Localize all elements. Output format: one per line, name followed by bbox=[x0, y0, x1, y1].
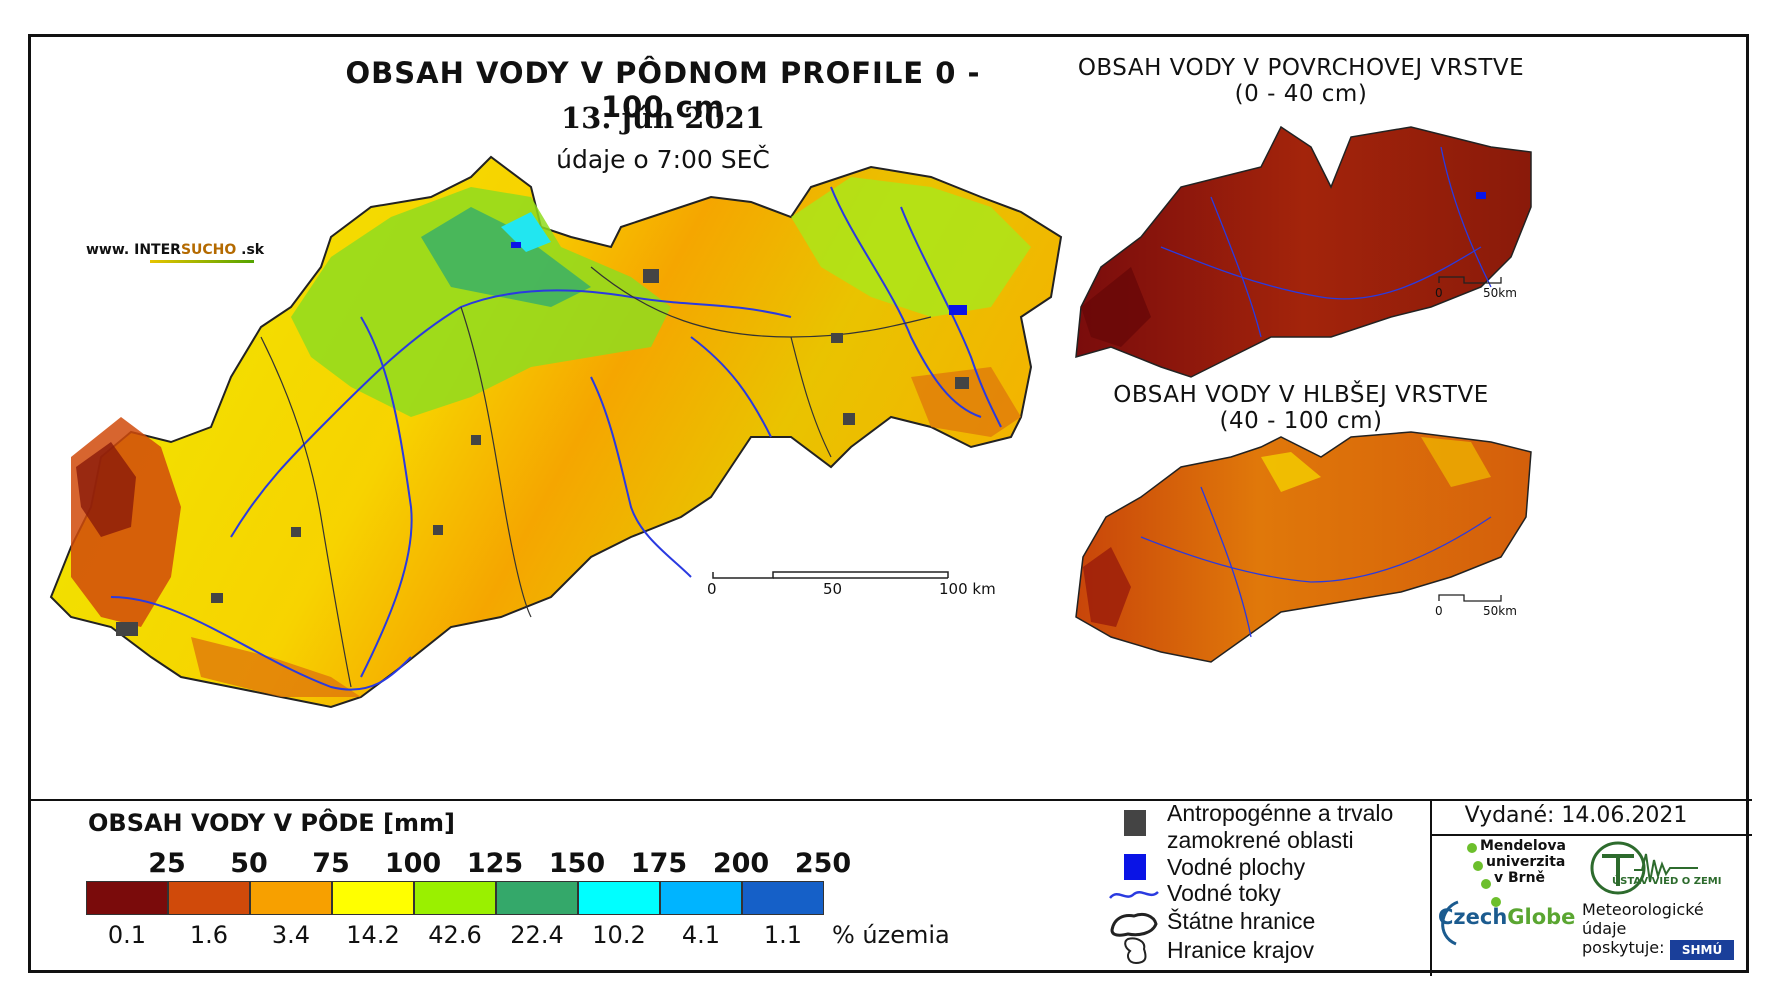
water-bodies-label: Vodné plochy bbox=[1167, 854, 1306, 880]
rivers-label: Vodné toky bbox=[1167, 880, 1281, 906]
water-bodies-symbol bbox=[1124, 854, 1146, 880]
legend-threshold: 25 bbox=[148, 848, 186, 879]
regional-border-symbol bbox=[1124, 937, 1147, 965]
legend-threshold: 50 bbox=[230, 848, 268, 879]
legend-percentage: 1.1 bbox=[763, 921, 803, 949]
met-line3: poskytuje: bbox=[1582, 938, 1665, 957]
website-prefix: www. bbox=[86, 242, 135, 258]
legend-percentage: 14.2 bbox=[346, 921, 400, 949]
state-border-label: Štátne hranice bbox=[1167, 908, 1316, 934]
legend-threshold: 75 bbox=[312, 848, 350, 879]
anthro-label-line2: zamokrené oblasti bbox=[1167, 827, 1354, 853]
legend-color-box bbox=[742, 881, 824, 915]
main-date: 13. jún 2021 bbox=[560, 101, 766, 135]
scale-top-0: 0 bbox=[1435, 286, 1443, 300]
legend-percentage: 1.6 bbox=[189, 921, 229, 949]
mendel-line3: v Brně bbox=[1494, 870, 1546, 886]
legend-percentage: 0.1 bbox=[107, 921, 147, 949]
legend-percentage: 3.4 bbox=[271, 921, 311, 949]
website-underline bbox=[150, 260, 254, 263]
website-label: www. INTERSUCHO .sk bbox=[86, 242, 265, 263]
scale-top-50: 50km bbox=[1483, 286, 1517, 300]
inset-top-title-line1: OBSAH VODY V POVRCHOVEJ VRSTVE bbox=[1077, 55, 1525, 81]
scale-bottom-50: 50km bbox=[1483, 604, 1517, 618]
legend-color-box bbox=[414, 881, 496, 915]
legend-threshold: 125 bbox=[466, 848, 524, 879]
scale-main-100: 100 km bbox=[939, 580, 996, 598]
scale-bottom-0: 0 bbox=[1435, 604, 1443, 618]
rivers-symbol bbox=[1109, 891, 1159, 899]
website-brand-a: INTER bbox=[134, 242, 181, 258]
czechglobe-arc-icon bbox=[1441, 900, 1459, 946]
legend-title: OBSAH VODY V PÔDE [mm] bbox=[88, 809, 456, 837]
uvz-logo-icon bbox=[1590, 841, 1698, 895]
legend-color-box bbox=[86, 881, 168, 915]
anthro-label-line1: Antropogénne a trvalo bbox=[1167, 800, 1394, 826]
legend-threshold: 175 bbox=[630, 848, 688, 879]
mendel-logo: Mendelova univerzita v Brně bbox=[1480, 838, 1566, 886]
map-frame: OBSAH VODY V PÔDNOM PROFILE 0 - 100 cm 1… bbox=[28, 34, 1752, 976]
issued-divider bbox=[1432, 834, 1752, 836]
scale-main-50: 50 bbox=[823, 580, 843, 598]
uvz-label: ÚSTAV VIED O ZEMI bbox=[1612, 876, 1722, 887]
regional-border-label: Hranice krajov bbox=[1167, 937, 1314, 963]
inset-map-bottom bbox=[1075, 431, 1532, 663]
met-line1: Meteorologické bbox=[1582, 900, 1704, 919]
map-area bbox=[31, 37, 1752, 799]
legend-threshold: 250 bbox=[794, 848, 852, 879]
maps-svg bbox=[49, 125, 1532, 709]
legend-color-box bbox=[578, 881, 660, 915]
legend-color-box bbox=[496, 881, 578, 915]
credits-divider bbox=[1430, 801, 1432, 976]
legend-color-box bbox=[168, 881, 250, 915]
legend-unit: % územia bbox=[832, 921, 950, 949]
inset-top-title: OBSAH VODY V POVRCHOVEJ VRSTVE (0 - 40 c… bbox=[1061, 55, 1541, 107]
met-line2: údaje bbox=[1582, 919, 1627, 938]
shmu-logo: SHMÚ bbox=[1670, 940, 1734, 960]
mendel-dots-icon bbox=[1467, 843, 1501, 907]
legend-threshold: 100 bbox=[384, 848, 442, 879]
legend-percentage: 22.4 bbox=[510, 921, 564, 949]
scale-main-0: 0 bbox=[707, 580, 717, 598]
inset-map-top bbox=[1075, 125, 1532, 378]
inset-top-title-line2: (0 - 40 cm) bbox=[1234, 81, 1368, 107]
inset-bottom-title-line1: OBSAH VODY V HLBŠEJ VRSTVE bbox=[1113, 382, 1489, 408]
state-border-symbol bbox=[1110, 912, 1158, 937]
main-scalebar bbox=[712, 571, 949, 579]
anthro-symbol bbox=[1124, 810, 1146, 836]
inset-bottom-title: OBSAH VODY V HLBŠEJ VRSTVE (40 - 100 cm) bbox=[1061, 382, 1541, 434]
website-brand-b: SUCHO bbox=[180, 242, 237, 258]
legend-color-box bbox=[250, 881, 332, 915]
inset-bottom-title-line2: (40 - 100 cm) bbox=[1219, 408, 1383, 434]
legend-threshold: 200 bbox=[712, 848, 770, 879]
legend-color-box bbox=[660, 881, 742, 915]
legend-threshold: 150 bbox=[548, 848, 606, 879]
main-title: OBSAH VODY V PÔDNOM PROFILE 0 - 100 cm bbox=[345, 56, 981, 124]
legend-percentage: 4.1 bbox=[681, 921, 721, 949]
met-credit: Meteorologické údaje poskytuje: bbox=[1582, 900, 1704, 957]
legend-divider bbox=[31, 799, 1752, 801]
main-note: údaje o 7:00 SEČ bbox=[556, 145, 770, 174]
czechglobe-b: Globe bbox=[1507, 905, 1576, 929]
legend-percentage: 10.2 bbox=[592, 921, 646, 949]
issued-date: Vydané: 14.06.2021 bbox=[1464, 803, 1688, 828]
mendel-line2: univerzita bbox=[1486, 854, 1566, 870]
website-suffix: .sk bbox=[236, 242, 265, 258]
main-map bbox=[49, 155, 1063, 709]
mendel-line1: Mendelova bbox=[1480, 838, 1566, 854]
legend-percentage: 42.6 bbox=[428, 921, 482, 949]
legend-color-box bbox=[332, 881, 414, 915]
